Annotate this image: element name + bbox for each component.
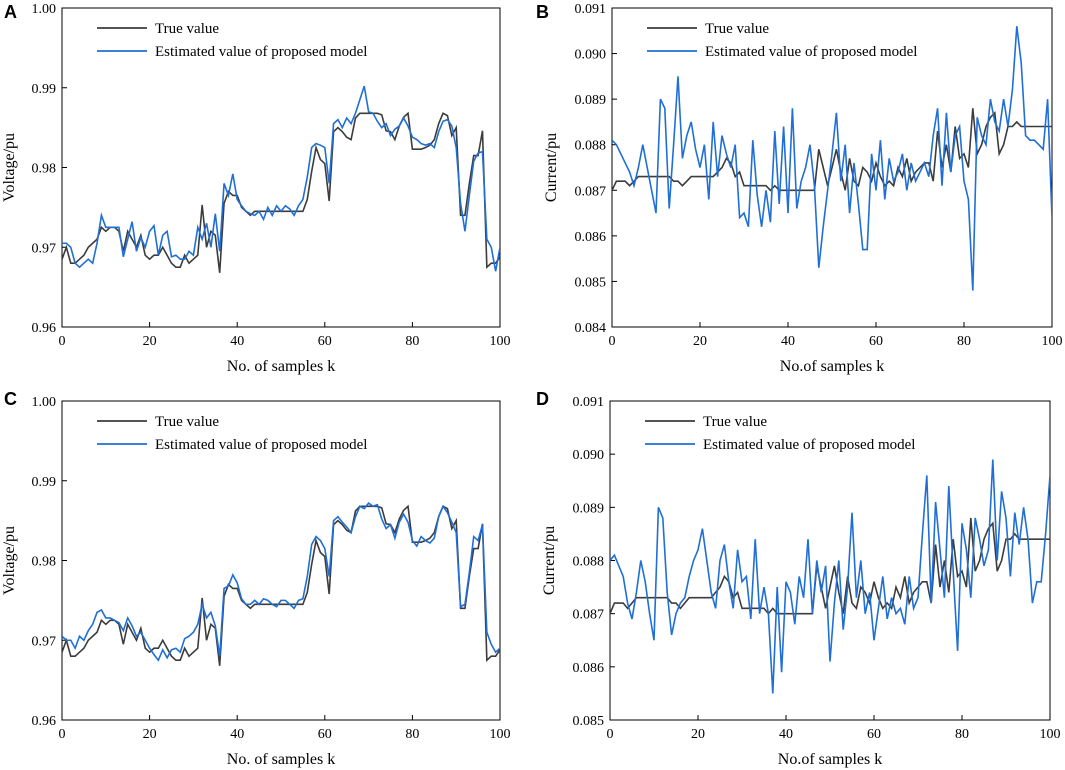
x-tick-label: 20 [693,334,707,349]
legend-estimated-label: Estimated value of proposed model [155,437,367,453]
y-tick-label: 0.96 [32,714,57,729]
y-tick-label: 0.085 [573,714,605,729]
true-value-line [62,504,500,666]
y-tick-label: 0.98 [32,162,57,177]
x-tick-label: 0 [59,334,66,349]
y-tick-label: 0.090 [573,448,605,463]
x-tick-label: 40 [779,727,793,742]
x-tick-label: 0 [607,727,614,742]
estimated-value-line [612,26,1052,291]
y-tick-label: 0.98 [32,555,57,570]
y-tick-label: 0.99 [32,82,57,97]
y-tick-label: 0.089 [573,501,605,516]
x-tick-label: 20 [691,727,705,742]
y-tick-label: 0.99 [32,475,57,490]
y-tick-label: 0.088 [575,139,607,154]
y-tick-label: 0.087 [573,608,605,623]
panel-label: C [4,389,17,409]
panel-label: D [536,389,549,409]
x-tick-label: 40 [781,334,795,349]
x-tick-label: 40 [230,727,244,742]
x-tick-label: 0 [59,727,66,742]
chart-panel-c: C 0 20 40 60 80 100 0.96 0.97 0.98 0.99 1.00 No. of … [1,389,511,768]
x-tick-label: 100 [1042,334,1063,349]
x-tick-label: 80 [957,334,971,349]
chart-panel-d: D 0 20 40 60 80 100 0.085 0.086 0.087 0.088 0.089 0.… [536,389,1061,768]
x-tick-label: 60 [869,334,883,349]
y-tick-label: 1.00 [32,395,57,410]
y-tick-label: 0.088 [573,555,605,570]
estimated-value-line [62,501,500,662]
x-tick-label: 20 [143,334,157,349]
legend-true-label: True value [705,21,769,37]
y-tick-label: 0.087 [575,184,607,199]
y-tick-label: 0.97 [32,241,57,256]
panel-label: B [536,2,549,22]
y-tick-label: 1.00 [32,2,57,17]
x-tick-label: 20 [143,727,157,742]
plot-frame [611,7,1053,328]
chart-panel-b: B 0 20 40 60 80 100 0.084 0.085 0.086 0.087 0.088 0.… [536,2,1063,375]
legend-true-label: True value [155,414,219,430]
legend-true-label: True value [155,21,219,37]
y-tick-label: 0.97 [32,634,57,649]
panel-label: A [4,2,17,22]
y-tick-label: 0.091 [573,395,605,410]
y-tick-label: 0.085 [575,275,607,290]
legend-estimated-label: Estimated value of proposed model [705,44,917,60]
y-axis-label: Current/pu [543,133,560,202]
estimated-value-line [610,459,1050,694]
x-axis-label: No.of samples k [778,751,882,768]
y-tick-label: 0.084 [575,321,607,336]
x-tick-label: 80 [955,727,969,742]
x-tick-label: 40 [230,334,244,349]
true-value-line [610,517,1050,615]
x-axis-label: No.of samples k [780,358,884,375]
y-tick-label: 0.089 [575,93,607,108]
x-tick-label: 60 [318,727,332,742]
legend-true-label: True value [703,414,767,430]
x-tick-label: 60 [318,334,332,349]
y-axis-label: Current/pu [541,526,558,595]
x-tick-label: 80 [405,334,419,349]
x-tick-label: 100 [490,727,511,742]
x-tick-label: 100 [490,334,511,349]
y-tick-label: 0.96 [32,321,57,336]
estimated-value-line [62,85,500,272]
legend-estimated-label: Estimated value of proposed model [703,437,915,453]
y-tick-label: 0.086 [575,230,607,245]
chart-panel-a: A 0 20 40 60 80 100 0.96 0.97 0.98 0.99 1.00 No. of … [1,2,511,375]
x-tick-label: 80 [405,727,419,742]
y-tick-label: 0.091 [575,2,607,17]
x-tick-label: 0 [609,334,616,349]
y-axis-label: Voltage/pu [1,133,18,202]
y-tick-label: 0.090 [575,48,607,63]
true-value-line [62,111,500,273]
y-axis-label: Voltage/pu [1,526,18,595]
legend-estimated-label: Estimated value of proposed model [155,44,367,60]
y-tick-label: 0.086 [573,661,605,676]
true-value-line [612,108,1052,192]
x-axis-label: No. of samples k [227,358,335,375]
x-tick-label: 60 [867,727,881,742]
x-tick-label: 100 [1040,727,1061,742]
x-axis-label: No. of samples k [227,751,335,768]
